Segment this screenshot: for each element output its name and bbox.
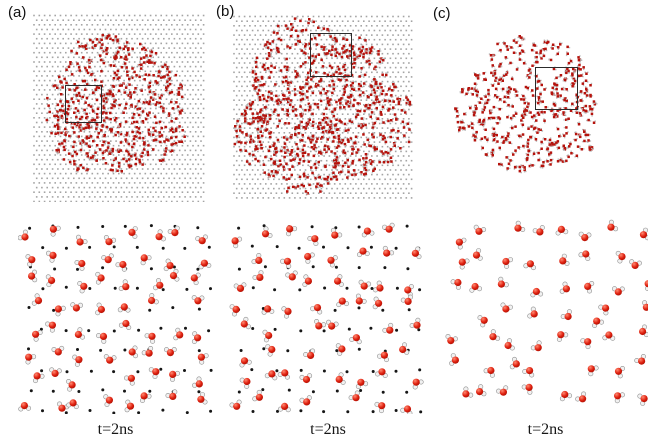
panel-a-zoom-region-box — [65, 85, 102, 123]
panel-c-zoom-region-box — [535, 67, 578, 110]
panel-b-zoom-region-box — [310, 33, 352, 77]
panel-b-droplet-snapshot — [232, 14, 413, 202]
panel-a-zoomed-view — [18, 218, 213, 414]
panel-label-b: (b) — [216, 3, 235, 20]
time-label-c: t=2ns — [527, 421, 564, 438]
panel-a-droplet-snapshot — [32, 13, 206, 202]
panel-b-zoomed-molecules-svg — [229, 222, 424, 414]
panel-b-zoomed-view — [228, 218, 428, 414]
panel-label-c: (c) — [433, 5, 451, 22]
panel-label-a: (a) — [8, 4, 27, 21]
time-label-a: t=2ns — [97, 421, 134, 438]
time-label-b: t=2ns — [310, 421, 346, 438]
panel-b-molecules-svg — [233, 15, 413, 199]
panel-a-zoomed-molecules-svg — [18, 224, 213, 414]
panel-c-zoomed-molecules-svg — [445, 219, 648, 406]
panel-c-droplet-snapshot — [445, 25, 630, 187]
panel-c-zoomed-view — [443, 218, 648, 414]
panel-a-molecules-svg — [33, 14, 205, 202]
